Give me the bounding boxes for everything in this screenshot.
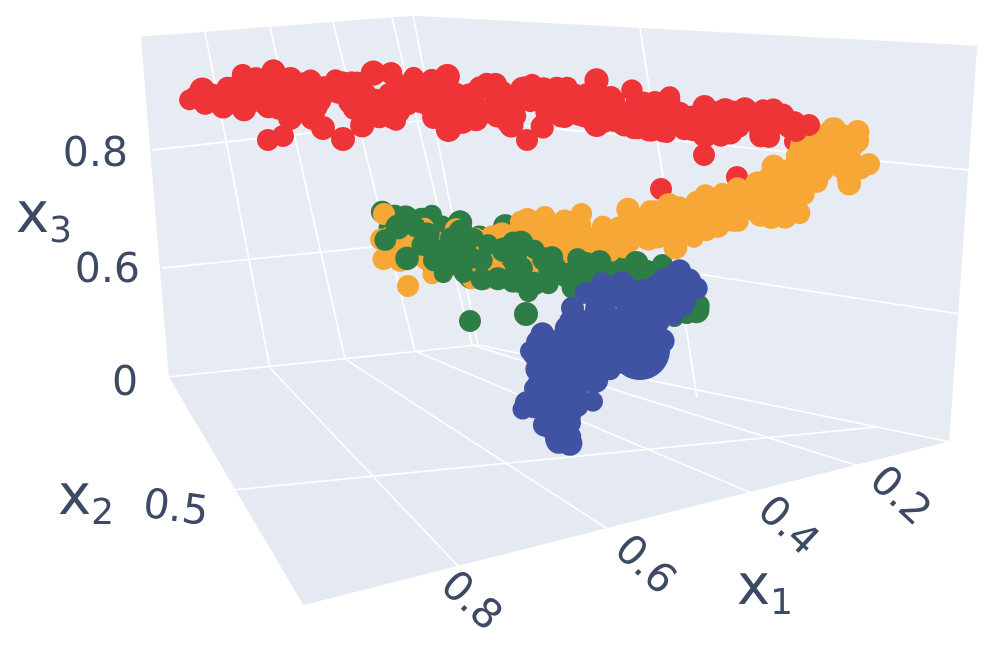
cluster-blue: [512, 259, 708, 456]
tick-label-x1-0.6: 0.6: [606, 524, 686, 604]
axis-label-x1: x1: [737, 553, 793, 623]
gridline: [414, 350, 769, 501]
axis-labels: x3 x2 x1: [16, 181, 793, 623]
tick-label-x3-0.6: 0.6: [75, 244, 140, 292]
tick-label-x2-0: 0: [112, 357, 138, 405]
pane-floor: [167, 344, 951, 607]
tick-label-x1-0.8: 0.8: [432, 560, 512, 640]
axis-label-x2: x2: [58, 463, 114, 533]
axis-label-x3: x3: [16, 181, 72, 251]
tick-label-x2-0.5: 0.5: [140, 479, 211, 536]
tick-label-x1-0.2: 0.2: [861, 455, 941, 535]
gridline: [269, 367, 461, 569]
scatter-points: [179, 59, 880, 456]
gridline: [344, 358, 618, 536]
cluster-red-over: [758, 111, 820, 148]
tick-label-x3-0.8: 0.8: [63, 128, 128, 176]
gridline: [232, 426, 877, 491]
